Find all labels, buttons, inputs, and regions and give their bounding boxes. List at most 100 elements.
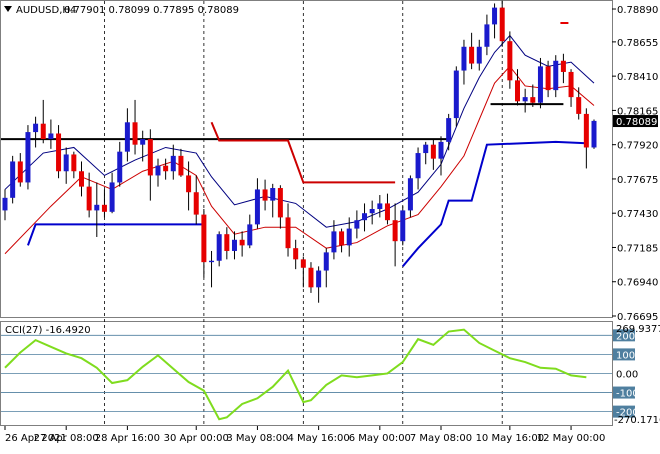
- candle-bull: [155, 165, 161, 176]
- candle-bull: [209, 260, 215, 263]
- candle-bear: [239, 239, 245, 246]
- candle-bull: [377, 203, 383, 210]
- candle-bear: [469, 46, 475, 64]
- candle-bear: [515, 80, 521, 102]
- candle-bear: [430, 144, 436, 159]
- candle-bull: [231, 239, 237, 251]
- candle-bull: [553, 60, 559, 91]
- price-tick-label: 0.76695: [617, 312, 658, 323]
- time-tick-label: 10 May 16:00: [476, 433, 545, 444]
- candle-bear: [308, 267, 314, 288]
- candle-bull: [484, 24, 490, 47]
- candle-bear: [71, 154, 77, 172]
- candle-bull: [109, 182, 115, 212]
- candle-bull: [25, 132, 31, 183]
- candle-bull: [247, 224, 253, 246]
- candle-bear: [545, 66, 551, 91]
- candle-bear: [101, 204, 107, 212]
- candle-bull: [10, 161, 16, 198]
- candle-bull: [362, 213, 368, 221]
- cci-reference-badge: [613, 329, 635, 342]
- step-line-lower2: [402, 140, 587, 267]
- candle-bear: [40, 123, 46, 140]
- cci-min-label: -270.1716: [614, 415, 660, 426]
- main-panel-frame: [0, 0, 613, 318]
- candle-bull: [492, 7, 498, 25]
- time-tick-label: 27 Apr 08:00: [34, 433, 99, 444]
- candle-bear: [300, 259, 306, 268]
- step-line-lower: [27, 223, 204, 246]
- candle-bear: [163, 165, 169, 172]
- candle-bear: [186, 175, 192, 193]
- candles-layer: [2, 0, 597, 303]
- candle-bull: [461, 46, 467, 71]
- axis-layer: 0.78890 0.78655 0.78410 0.78165 0.77920 0.776…: [4, 5, 658, 444]
- candle-bear: [56, 133, 62, 172]
- price-tick-label: 0.77430: [617, 209, 658, 220]
- candle-bull: [323, 252, 329, 271]
- candle-bear: [568, 71, 574, 98]
- candle-bear: [285, 217, 291, 249]
- candle-bull: [476, 46, 482, 64]
- candle-bear: [507, 41, 513, 81]
- time-tick-label: 28 Apr 16:00: [95, 433, 160, 444]
- candle-bull: [453, 70, 459, 119]
- price-tick-label: 0.78890: [617, 5, 658, 16]
- candle-bear: [339, 231, 345, 246]
- cci-reference-label: 0.00: [616, 369, 638, 380]
- candle-bull: [254, 189, 260, 225]
- candle-bull: [354, 220, 360, 229]
- candle-bull: [446, 118, 452, 142]
- candle-bear: [147, 139, 153, 176]
- time-tick-label: 12 May 00:00: [537, 433, 606, 444]
- step-lines-layer: [27, 121, 587, 267]
- candle-bull: [270, 188, 276, 201]
- moving-average-slow: [4, 34, 595, 228]
- cci-indicator-label: CCI(27) -16.4920: [5, 325, 91, 336]
- candle-bear: [17, 161, 23, 183]
- candle-bear: [576, 97, 582, 114]
- candle-bull: [346, 228, 352, 246]
- candle-bear: [530, 97, 536, 103]
- cci-reference-label: 100: [616, 350, 635, 361]
- candle-bear: [224, 234, 230, 251]
- candle-bull: [331, 231, 337, 253]
- time-tick-label: 26 Apr 2021: [5, 433, 67, 444]
- candle-bear: [583, 113, 589, 148]
- time-tick-label: 4 May 16:00: [288, 433, 350, 444]
- levels-layer: [1, 103, 564, 141]
- candle-bull: [423, 144, 429, 154]
- candle-bull: [63, 154, 69, 172]
- current-price-label: 0.78089: [616, 117, 657, 128]
- candle-bear: [132, 122, 138, 145]
- candle-bull: [537, 66, 543, 103]
- candle-bear: [392, 220, 398, 242]
- candle-bull: [407, 178, 413, 211]
- price-tick-label: 0.77675: [617, 175, 658, 186]
- price-tick-label: 0.77920: [617, 141, 658, 152]
- triangle-down-icon[interactable]: [4, 6, 12, 12]
- cci-reference-badge: [613, 405, 635, 418]
- candle-bull: [124, 122, 130, 152]
- candle-bull: [94, 204, 100, 211]
- candle-bull: [316, 270, 322, 288]
- candle-bull: [369, 209, 375, 214]
- candle-bull: [522, 97, 528, 102]
- candle-bull: [216, 234, 222, 261]
- candle-bear: [178, 155, 184, 176]
- cci-reference-label: 200: [616, 331, 635, 342]
- candle-bull: [170, 155, 176, 172]
- ohlc-values: 0.77901 0.78099 0.77895 0.78089: [64, 5, 239, 16]
- candle-bull: [140, 139, 146, 145]
- cci-reference-label: -200: [616, 408, 639, 419]
- candle-bear: [262, 189, 268, 201]
- candle-bear: [560, 60, 566, 72]
- cci-reference-badge: [613, 386, 635, 399]
- candle-bear: [78, 171, 84, 187]
- price-tick-label: 0.77185: [617, 243, 658, 254]
- candle-bear: [499, 7, 505, 42]
- candle-bull: [33, 123, 39, 133]
- cci-line: [4, 328, 587, 421]
